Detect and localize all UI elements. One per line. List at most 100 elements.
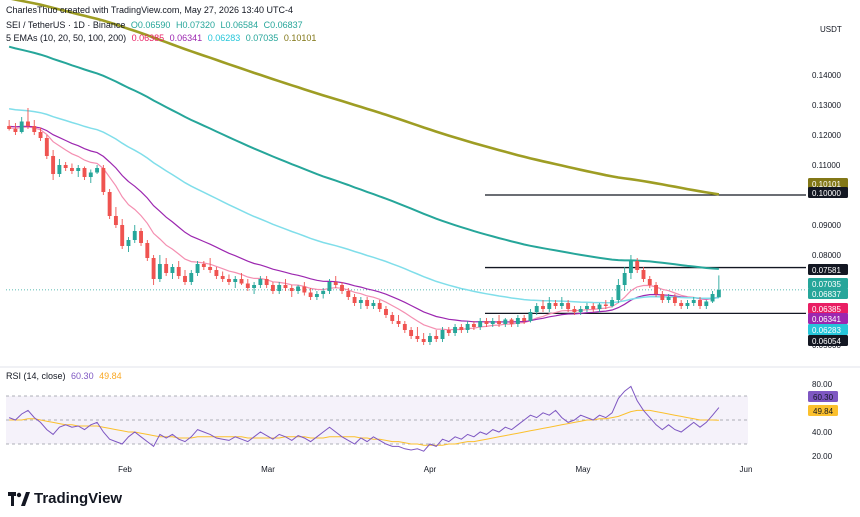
candle	[572, 306, 577, 315]
candle-body	[478, 321, 483, 327]
author-line: CharlesThuo created with TradingView.com…	[6, 5, 293, 15]
price-tag: 0.06341	[808, 313, 848, 324]
candle	[7, 120, 12, 131]
candle	[289, 285, 294, 297]
candle-body	[352, 297, 357, 303]
candle	[478, 318, 483, 330]
candle	[132, 225, 137, 243]
candle-body	[233, 279, 238, 282]
candle-body	[716, 289, 721, 298]
rsi-value: 60.30	[71, 371, 94, 381]
candle-body	[95, 168, 100, 173]
candle	[547, 297, 552, 312]
candle	[26, 108, 30, 129]
price-tag-bg	[808, 313, 848, 324]
candle-body	[603, 304, 608, 306]
rsi-lines	[8, 385, 720, 452]
candle	[19, 117, 24, 134]
price-tag-bg	[808, 187, 848, 198]
price-tag-label: 0.10101	[812, 180, 841, 189]
candle-body	[277, 285, 282, 291]
price-tag-label: 0.06837	[812, 290, 841, 299]
rsi-line	[8, 385, 720, 452]
candle	[585, 303, 589, 312]
candle-body	[453, 327, 458, 333]
candle	[95, 165, 100, 174]
rsi-title: RSI (14, close)	[6, 371, 66, 381]
currency-label: USDT	[820, 25, 842, 34]
ohlc-low: L0.06584	[220, 20, 259, 30]
candle-body	[541, 306, 545, 309]
candle	[597, 303, 602, 312]
candle	[327, 279, 332, 294]
ema10-value: 0.06385	[131, 33, 165, 43]
candle-body	[13, 129, 18, 132]
candle-body	[691, 300, 696, 303]
candle	[698, 297, 702, 309]
rsi-tag-label: 49.84	[813, 407, 834, 416]
candle-body	[484, 321, 489, 324]
candle	[308, 288, 313, 300]
candle	[340, 282, 344, 294]
price-tag-bg	[808, 303, 848, 314]
rsi-header: RSI (14, close) 60.30 49.84	[6, 371, 125, 381]
candle	[101, 165, 106, 195]
ohlc-high: H0.07320	[175, 20, 216, 30]
candle	[691, 297, 696, 306]
price-tick-label: 0.08000	[812, 251, 841, 260]
candle	[358, 297, 363, 309]
time-tick-label: Apr	[424, 465, 437, 474]
candle-body	[497, 321, 501, 324]
candle-body	[566, 303, 571, 309]
candle	[214, 267, 219, 279]
candle-body	[635, 261, 640, 270]
candle	[189, 270, 194, 285]
candle-body	[421, 339, 426, 342]
candle-body	[672, 297, 677, 303]
price-tag-label: 0.07581	[812, 266, 841, 275]
candle-body	[415, 336, 420, 339]
candle-body	[384, 309, 388, 315]
ohlc-close: C0.06837	[263, 20, 303, 30]
candle	[553, 300, 558, 309]
price-tick-label: 0.12000	[812, 131, 841, 140]
tradingview-logo: TradingView	[8, 490, 122, 507]
ema100-value: 0.07035	[245, 33, 279, 43]
price-tag: 0.10000	[808, 187, 848, 198]
candle-body	[547, 303, 552, 309]
rsi-tick-label: 80.00	[812, 380, 833, 389]
candle-body	[264, 279, 269, 285]
candle	[145, 240, 150, 261]
price-tag: 0.10101	[808, 178, 848, 189]
candle	[245, 279, 250, 291]
symbol-name: SEI / TetherUS · 1D · Binance	[6, 20, 126, 30]
candle	[227, 274, 231, 285]
candle	[126, 237, 131, 252]
candle	[672, 294, 677, 306]
candle	[465, 321, 470, 333]
candle	[710, 291, 715, 303]
candle	[534, 303, 539, 315]
candle-body	[63, 165, 68, 168]
price-tag-bg	[808, 288, 848, 299]
candle-body	[459, 327, 464, 330]
candle-body	[465, 324, 470, 330]
candle	[183, 270, 187, 285]
candle	[352, 294, 357, 306]
candle	[164, 258, 169, 276]
candle	[603, 300, 608, 309]
rsi-tag: 49.84	[808, 405, 838, 416]
price-tag-label: 0.06283	[812, 326, 841, 335]
price-tag: 0.06054	[808, 335, 848, 346]
candle	[63, 162, 68, 171]
ema-title: 5 EMAs (10, 20, 50, 100, 200)	[6, 33, 127, 43]
price-tick-label: 0.14000	[812, 71, 841, 80]
candle-body	[333, 282, 338, 285]
time-tick-label: Jun	[740, 465, 753, 474]
candle-body	[346, 291, 351, 297]
candle-body	[390, 315, 395, 321]
price-tag-label: 0.06385	[812, 305, 841, 314]
price-tag-bg	[808, 335, 848, 346]
candle	[641, 267, 646, 282]
